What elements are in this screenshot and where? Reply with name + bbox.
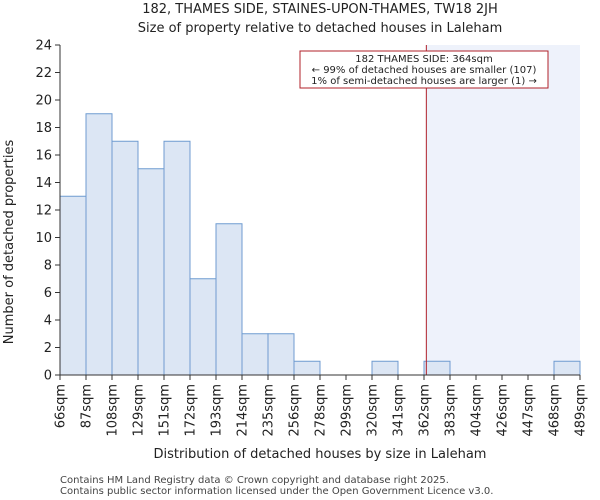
y-tick-label: 8 — [44, 259, 52, 274]
x-axis-ticks: 66sqm 87sqm 108sqm 129sqm 151sqm 172sqm 193sqm… — [54, 375, 589, 437]
y-tick-label: 20 — [35, 94, 52, 109]
y-tick-label: 4 — [44, 314, 52, 329]
x-tick-label: 320sqm — [366, 384, 381, 437]
annotation-line-1: 182 THAMES SIDE: 364sqm — [355, 54, 492, 65]
x-tick-label: 235sqm — [262, 384, 277, 437]
bar-129sqm — [137, 168, 165, 376]
x-tick-label: 87sqm — [80, 384, 95, 428]
y-tick-label: 18 — [35, 121, 52, 136]
annotation-border — [299, 50, 549, 89]
bar-214sqm — [241, 333, 269, 376]
bar-172sqm — [189, 278, 217, 376]
bar-256sqm — [293, 360, 321, 376]
x-axis-title: Distribution of detached houses by size … — [154, 447, 487, 462]
chart-subtitle: Size of property relative to detached ho… — [138, 21, 502, 36]
y-tick-label: 16 — [35, 149, 52, 164]
annotation-line-3: 1% of semi-detached houses are larger (1… — [311, 76, 537, 87]
x-tick-label: 108sqm — [106, 384, 121, 437]
x-tick-label: 383sqm — [444, 384, 459, 437]
bar-66sqm — [59, 195, 87, 376]
bar-108sqm — [111, 140, 139, 376]
y-tick-label: 24 — [35, 39, 52, 54]
y-tick-label: 0 — [44, 369, 52, 384]
x-tick-label: 66sqm — [54, 384, 69, 428]
x-tick-label: 129sqm — [132, 384, 147, 437]
bar-235sqm — [267, 333, 295, 376]
footer-line-1: Contains HM Land Registry data © Crown c… — [60, 475, 449, 486]
y-tick-label: 14 — [35, 176, 52, 191]
bar-151sqm — [163, 140, 191, 376]
x-tick-label: 278sqm — [314, 384, 329, 437]
bar-468sqm — [553, 360, 581, 376]
y-tick-label: 2 — [44, 341, 52, 356]
bar-193sqm — [215, 223, 243, 376]
y-tick-label: 6 — [44, 286, 52, 301]
x-tick-label: 193sqm — [210, 384, 225, 437]
x-tick-label: 299sqm — [340, 384, 355, 437]
bar-320sqm — [371, 360, 399, 376]
x-tick-label: 341sqm — [392, 384, 407, 437]
chart-title: 182, THAMES SIDE, STAINES-UPON-THAMES, T… — [142, 2, 498, 17]
bars-group — [59, 113, 581, 376]
y-tick-label: 12 — [35, 204, 52, 219]
x-tick-label: 256sqm — [288, 384, 303, 437]
larger-region-shade — [426, 45, 580, 375]
x-tick-label: 362sqm — [418, 384, 433, 437]
bar-87sqm — [85, 113, 113, 376]
x-tick-label: 489sqm — [574, 384, 589, 437]
footer-line-2: Contains public sector information licen… — [60, 486, 493, 497]
x-tick-label: 214sqm — [236, 384, 251, 437]
annotation-box: 182 THAMES SIDE: 364sqm ← 99% of detache… — [299, 50, 549, 89]
bar-362sqm — [423, 360, 451, 376]
x-tick-label: 172sqm — [184, 384, 199, 437]
y-tick-label: 22 — [35, 66, 52, 81]
y-axis-title: Number of detached properties — [2, 140, 17, 345]
x-tick-label: 468sqm — [548, 384, 563, 437]
x-tick-label: 404sqm — [470, 384, 485, 437]
x-tick-label: 151sqm — [158, 384, 173, 437]
annotation-line-2: ← 99% of detached houses are smaller (10… — [312, 65, 537, 76]
y-tick-label: 10 — [35, 231, 52, 246]
x-tick-label: 426sqm — [496, 384, 511, 437]
x-tick-label: 447sqm — [522, 384, 537, 437]
